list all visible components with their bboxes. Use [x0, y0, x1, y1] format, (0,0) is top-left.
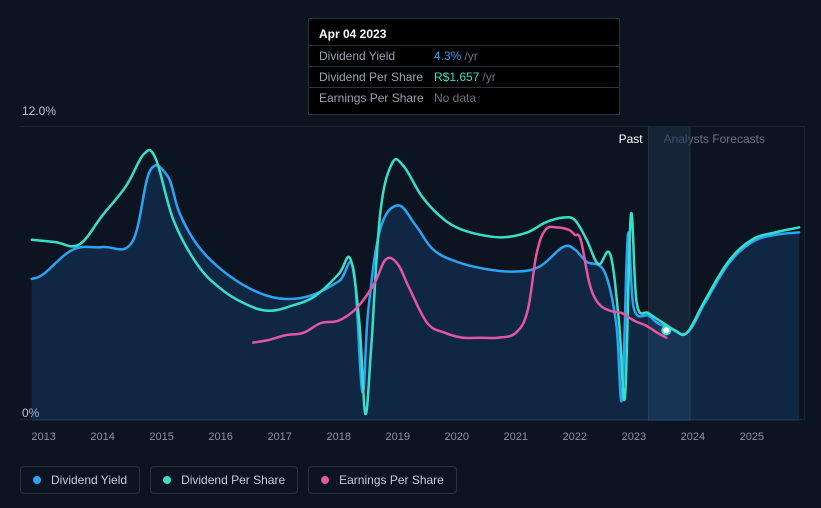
x-axis-tick: 2022 — [563, 431, 587, 443]
x-axis-tick: 2023 — [622, 431, 646, 443]
tooltip-row-unit: /yr — [464, 49, 477, 63]
tooltip-row-label: Dividend Yield — [319, 49, 434, 63]
x-axis-tick: 2015 — [149, 431, 173, 443]
x-axis-tick: 2024 — [681, 431, 705, 443]
highlight-marker — [662, 326, 670, 334]
tooltip-row: Dividend Yield4.3%/yr — [309, 45, 619, 66]
x-axis-tick: 2013 — [31, 431, 55, 443]
x-axis-tick: 2018 — [326, 431, 350, 443]
legend-item-dividend_per_share[interactable]: Dividend Per Share — [150, 466, 298, 494]
legend-item-earnings_per_share[interactable]: Earnings Per Share — [308, 466, 457, 494]
legend-dot-icon — [163, 476, 171, 484]
tooltip-row-label: Earnings Per Share — [319, 91, 434, 105]
tooltip-row-value: No data — [434, 91, 476, 105]
tooltip-row-unit: /yr — [482, 70, 495, 84]
chart-plot-area — [20, 126, 805, 420]
chart-legend: Dividend Yield Dividend Per Share Earnings… — [20, 466, 457, 494]
x-axis-tick: 2017 — [267, 431, 291, 443]
tooltip-row-value: 4.3% — [434, 49, 461, 63]
x-axis-tick: 2021 — [504, 431, 528, 443]
chart-tooltip: Apr 04 2023 Dividend Yield4.3%/yrDividen… — [308, 18, 620, 115]
tooltip-row: Earnings Per ShareNo data — [309, 87, 619, 108]
x-axis-tick: 2016 — [208, 431, 232, 443]
chart-svg — [20, 127, 805, 421]
x-axis-tick: 2020 — [445, 431, 469, 443]
legend-dot-icon — [33, 476, 41, 484]
legend-dot-icon — [321, 476, 329, 484]
legend-item-label: Earnings Per Share — [339, 473, 444, 487]
tooltip-date: Apr 04 2023 — [309, 25, 619, 45]
x-axis-tick: 2025 — [740, 431, 764, 443]
legend-item-label: Dividend Per Share — [181, 473, 285, 487]
legend-item-label: Dividend Yield — [51, 473, 127, 487]
y-axis-max-label: 12.0% — [22, 104, 56, 118]
x-axis-tick: 2019 — [385, 431, 409, 443]
tooltip-row-label: Dividend Per Share — [319, 70, 434, 84]
tooltip-row: Dividend Per ShareR$1.657/yr — [309, 66, 619, 87]
legend-item-dividend_yield[interactable]: Dividend Yield — [20, 466, 140, 494]
tooltip-row-value: R$1.657 — [434, 70, 479, 84]
x-axis-tick: 2014 — [90, 431, 114, 443]
